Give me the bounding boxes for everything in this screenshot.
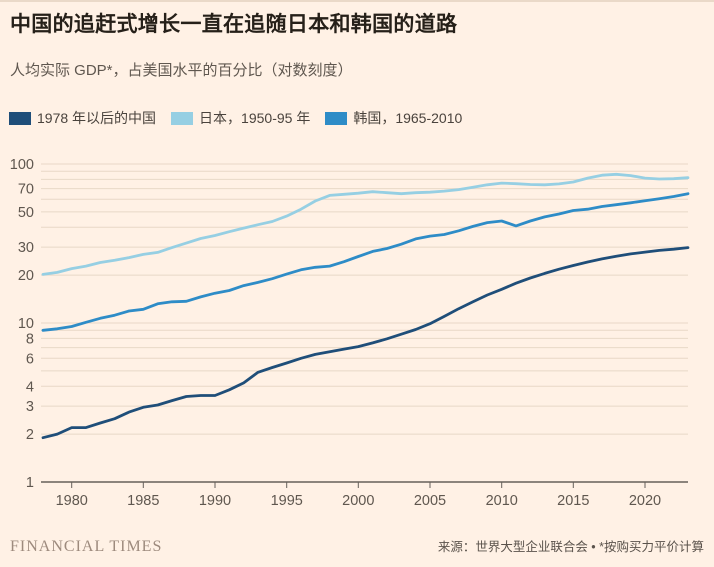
x-tick-label: 2005 [414,493,446,509]
legend-item-china: 1978 年以后的中国 [9,108,156,128]
legend-swatch-china-icon [9,111,31,125]
page-subtitle: 人均实际 GDP*，占美国水平的百分比（对数刻度） [10,62,353,79]
japan-line [41,172,690,276]
x-tick-label: 1980 [56,493,88,509]
y-tick-label: 4 [26,379,34,395]
x-tick-label: 1990 [199,493,231,509]
y-tick-label: 100 [10,157,34,173]
y-tick-label: 30 [18,240,34,256]
y-tick-label: 50 [18,205,34,221]
x-tick-label: 2010 [486,493,518,509]
chart-legend: 1978 年以后的中国 日本，1950-95 年 韩国，1965-2010 [9,108,462,128]
legend-label-china: 1978 年以后的中国 [37,110,157,126]
x-tick-label: 2020 [629,493,661,509]
x-tick-label: 1995 [271,493,303,509]
legend-label-korea: 韩国，1965-2010 [353,110,463,126]
y-tick-label: 10 [18,316,34,332]
footer: FINANCIAL TIMES 来源：世界大型企业联合会 • *按购买力平价计算 [10,536,704,556]
x-tick-label: 2015 [557,493,589,509]
legend-label-japan: 日本，1950-95 年 [199,110,311,126]
y-tick-label: 8 [26,331,34,347]
y-tick-label: 3 [26,399,34,415]
y-tick-label: 6 [26,351,34,367]
korea-line [41,192,690,332]
x-tick-label: 2000 [342,493,374,509]
legend-swatch-japan-icon [171,111,194,125]
y-tick-label: 20 [18,268,34,284]
y-tick-label: 2 [26,427,34,443]
financial-times-wordmark: FINANCIAL TIMES [10,538,163,555]
legend-item-japan: 日本，1950-95 年 [171,108,310,128]
x-tick-label: 1985 [127,493,159,509]
legend-swatch-korea-icon [325,111,348,125]
y-tick-label: 70 [18,182,34,198]
china-line [41,246,690,440]
legend-item-korea: 韩国，1965-2010 [325,108,462,128]
page-title: 中国的追赶式增长一直在追随日本和韩国的道路 [10,13,458,36]
y-tick-label: 1 [26,475,34,491]
source-note: 来源：世界大型企业联合会 • *按购买力平价计算 [437,540,704,554]
